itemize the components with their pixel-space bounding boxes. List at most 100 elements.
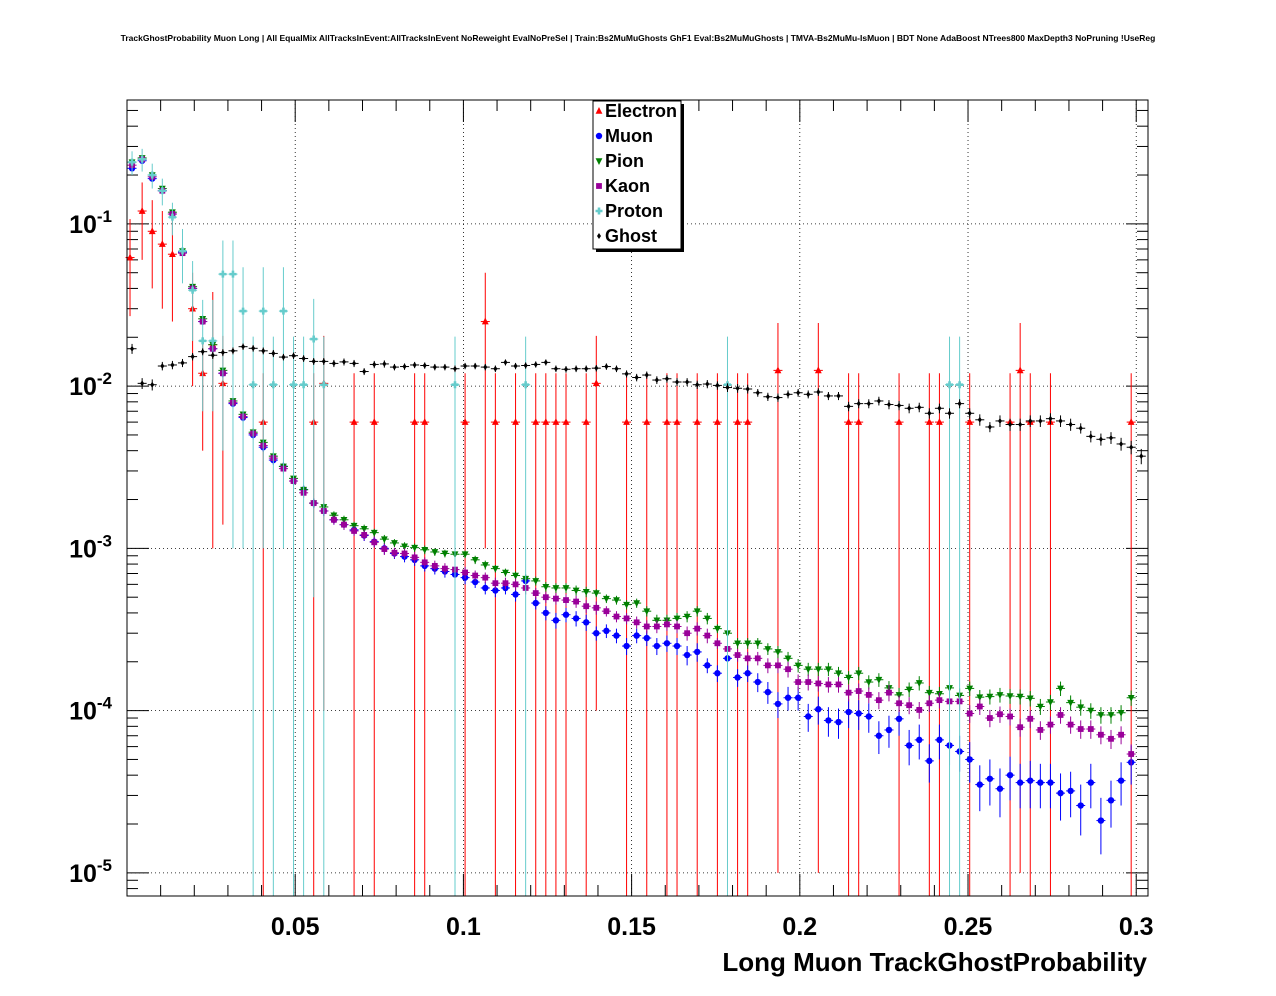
data-point xyxy=(1077,802,1084,809)
data-point xyxy=(461,551,469,559)
data-point xyxy=(341,521,347,528)
data-point xyxy=(895,418,903,425)
data-point xyxy=(926,757,933,765)
data-point xyxy=(220,349,225,356)
chart-title: TrackGhostProbability Muon Long | All Eq… xyxy=(120,33,1156,43)
data-point xyxy=(1007,713,1013,720)
data-point xyxy=(957,400,962,407)
data-point xyxy=(633,632,640,639)
data-point xyxy=(370,418,378,425)
data-point xyxy=(381,546,388,552)
data-point xyxy=(897,402,902,409)
data-point xyxy=(532,578,540,585)
data-point xyxy=(553,595,559,602)
data-point xyxy=(603,627,610,635)
data-point xyxy=(463,363,468,370)
data-point xyxy=(694,648,701,656)
data-point xyxy=(1117,709,1125,717)
data-point xyxy=(421,559,428,566)
data-point xyxy=(542,609,550,617)
data-point xyxy=(492,580,499,587)
data-point xyxy=(1098,436,1103,443)
data-point xyxy=(452,365,457,372)
data-point xyxy=(1026,695,1034,703)
data-point xyxy=(855,418,863,425)
data-point xyxy=(411,544,419,552)
data-point xyxy=(1107,712,1115,719)
data-point xyxy=(927,410,932,417)
data-point xyxy=(441,550,449,558)
data-point xyxy=(835,718,842,726)
data-point xyxy=(814,666,822,674)
data-point xyxy=(491,565,499,573)
data-point xyxy=(350,418,358,425)
data-point xyxy=(836,392,841,399)
x-tick-label: 0.3 xyxy=(1119,913,1154,941)
data-point xyxy=(1078,425,1083,432)
data-point xyxy=(1097,712,1105,719)
data-point xyxy=(532,418,540,425)
data-point xyxy=(876,397,881,404)
data-point xyxy=(523,362,528,369)
x-tick-label: 0.1 xyxy=(446,913,481,941)
data-point xyxy=(583,603,590,610)
data-point xyxy=(937,405,942,412)
data-point xyxy=(592,379,600,387)
data-point xyxy=(845,708,852,716)
data-point xyxy=(1006,693,1014,701)
data-point xyxy=(596,183,602,189)
data-point xyxy=(623,418,630,425)
data-point xyxy=(745,385,750,392)
data-point xyxy=(805,679,812,685)
data-point xyxy=(986,715,993,721)
data-point xyxy=(1087,726,1094,732)
data-point xyxy=(845,674,852,682)
data-point xyxy=(482,584,489,592)
data-point xyxy=(713,418,721,425)
data-point xyxy=(1117,777,1125,784)
data-point xyxy=(966,685,974,693)
data-point xyxy=(1057,789,1064,797)
data-point xyxy=(1118,731,1124,738)
data-point xyxy=(774,700,782,708)
data-point xyxy=(885,726,893,734)
data-point xyxy=(259,307,267,315)
data-point xyxy=(675,379,680,386)
data-point xyxy=(1036,703,1044,711)
data-point xyxy=(1037,727,1044,733)
data-point xyxy=(210,352,215,359)
data-point xyxy=(431,549,439,556)
data-point xyxy=(1018,421,1023,428)
data-point xyxy=(685,379,690,386)
data-point xyxy=(866,400,871,407)
data-point xyxy=(784,655,792,663)
data-point xyxy=(936,697,943,704)
data-point xyxy=(1016,693,1024,701)
data-point xyxy=(996,692,1004,699)
series-electron xyxy=(125,182,1136,896)
data-point xyxy=(825,717,832,724)
data-point xyxy=(604,363,609,370)
data-point xyxy=(714,640,721,647)
data-point xyxy=(917,404,922,411)
data-point xyxy=(905,742,913,749)
y-tick-label: 10-3 xyxy=(69,531,112,563)
data-point xyxy=(816,388,821,395)
data-point xyxy=(1057,712,1064,718)
data-point xyxy=(654,377,659,384)
data-point xyxy=(503,359,508,366)
data-point xyxy=(1139,453,1144,460)
data-point xyxy=(533,361,538,368)
data-point xyxy=(140,380,145,387)
data-point xyxy=(1047,721,1054,728)
data-point xyxy=(1048,415,1053,422)
data-point xyxy=(905,686,913,694)
data-point xyxy=(775,662,781,669)
data-point xyxy=(613,597,620,605)
data-point xyxy=(703,615,711,623)
data-point xyxy=(271,350,276,357)
data-point xyxy=(491,418,499,425)
data-point xyxy=(251,345,256,352)
data-point xyxy=(613,632,620,639)
data-point xyxy=(481,317,489,325)
